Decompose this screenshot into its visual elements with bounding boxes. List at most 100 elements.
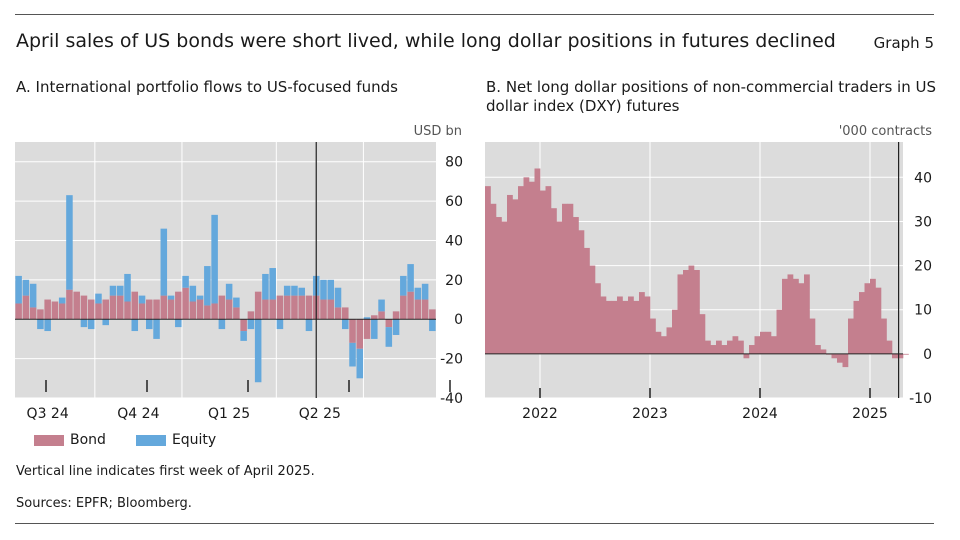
bond-bar — [392, 311, 400, 320]
area-segment — [765, 331, 772, 354]
equity-bar — [378, 299, 385, 312]
legend-swatch-equity — [135, 434, 166, 446]
bond-bar — [204, 305, 211, 320]
area-segment — [710, 345, 717, 354]
equity-bar — [87, 319, 95, 330]
equity-bar — [153, 319, 160, 339]
panel-b-ytick-label: 40 — [914, 170, 932, 186]
equity-bar — [102, 319, 109, 326]
equity-bar — [160, 228, 168, 296]
bond-bar — [334, 307, 342, 320]
equity-bar — [414, 287, 422, 300]
bond-bar — [421, 299, 429, 320]
legend: Bond Equity — [34, 432, 246, 448]
area-segment — [567, 203, 574, 354]
area-segment — [831, 353, 838, 359]
equity-bar — [37, 319, 44, 330]
equity-bar — [334, 287, 342, 308]
bond-bar — [66, 289, 73, 320]
area-segment — [644, 296, 651, 354]
panel-a-ytick-label: 60 — [445, 194, 463, 210]
equity-bar — [320, 279, 327, 300]
area-segment — [496, 217, 502, 354]
page-title: April sales of US bonds were short lived… — [16, 30, 836, 52]
footnote: Vertical line indicates first week of Ap… — [16, 464, 315, 479]
panel-a-xtick-label: Q1 25 — [208, 406, 250, 422]
area-segment — [754, 336, 761, 354]
bond-bar — [233, 307, 240, 320]
area-segment — [540, 190, 546, 354]
bond-bar — [51, 301, 59, 320]
panel-a-plot-area — [15, 142, 436, 398]
equity-bar — [349, 342, 356, 367]
bond-bar — [291, 295, 298, 320]
area-segment — [903, 353, 909, 355]
area-segment — [820, 349, 827, 354]
bond-bar — [320, 299, 327, 320]
bond-bar — [211, 303, 218, 320]
bond-bar — [102, 299, 109, 320]
bond-bar — [407, 291, 414, 320]
equity-bar — [371, 319, 378, 339]
panel-b-xtick-label: 2022 — [522, 406, 558, 422]
area-segment — [897, 353, 904, 359]
area-segment — [864, 283, 871, 354]
bond-bar — [414, 299, 422, 320]
equity-bar — [240, 331, 247, 341]
equity-bar — [29, 283, 37, 308]
bond-bar — [429, 309, 436, 320]
equity-bar — [109, 285, 117, 296]
area-segment — [584, 247, 590, 354]
area-segment — [886, 340, 893, 354]
area-segment — [628, 296, 634, 354]
equity-bar — [262, 273, 269, 300]
area-segment — [870, 278, 876, 354]
legend-swatch-bond — [34, 434, 64, 446]
area-segment — [589, 265, 596, 354]
bond-bar — [305, 295, 313, 320]
area-segment — [562, 203, 568, 354]
graph-number: Graph 5 — [873, 34, 934, 52]
bond-bar — [327, 299, 335, 320]
panel-b-xtick-label: 2025 — [852, 406, 888, 422]
bond-bar — [400, 295, 407, 320]
area-segment — [672, 309, 678, 354]
area-segment — [512, 199, 519, 354]
equity-bar — [95, 293, 102, 304]
area-segment — [578, 230, 585, 354]
bond-bar — [247, 311, 255, 320]
area-segment — [600, 296, 607, 354]
area-segment — [798, 283, 805, 354]
area-segment — [699, 314, 706, 354]
equity-bar — [269, 268, 276, 300]
bond-bar — [138, 303, 146, 320]
bond-bar — [95, 303, 102, 320]
equity-bar — [175, 319, 182, 328]
equity-bar — [407, 264, 414, 292]
equity-bar — [392, 319, 400, 335]
equity-bar — [247, 319, 255, 330]
equity-bar — [204, 266, 211, 306]
bottom-rule — [15, 523, 934, 524]
panel-a-ytick-label: -40 — [440, 391, 463, 407]
equity-bar — [356, 348, 364, 379]
bond-bar — [240, 319, 247, 332]
bond-bar — [160, 295, 168, 320]
panel-a-ytick-label: 20 — [445, 273, 463, 289]
area-segment — [853, 300, 860, 354]
area-segment — [485, 186, 491, 354]
legend-item-bond: Bond — [34, 432, 106, 448]
panel-a-ytick-label: 0 — [454, 312, 463, 328]
bond-bar — [189, 301, 197, 320]
area-segment — [848, 318, 854, 354]
equity-bar — [233, 297, 240, 308]
legend-label-equity: Equity — [171, 432, 217, 448]
area-segment — [518, 186, 524, 354]
equity-bar — [298, 287, 305, 296]
equity-bar — [421, 283, 429, 300]
area-segment — [534, 168, 541, 354]
bond-bar — [15, 303, 22, 320]
area-segment — [611, 300, 618, 354]
area-segment — [892, 353, 898, 359]
